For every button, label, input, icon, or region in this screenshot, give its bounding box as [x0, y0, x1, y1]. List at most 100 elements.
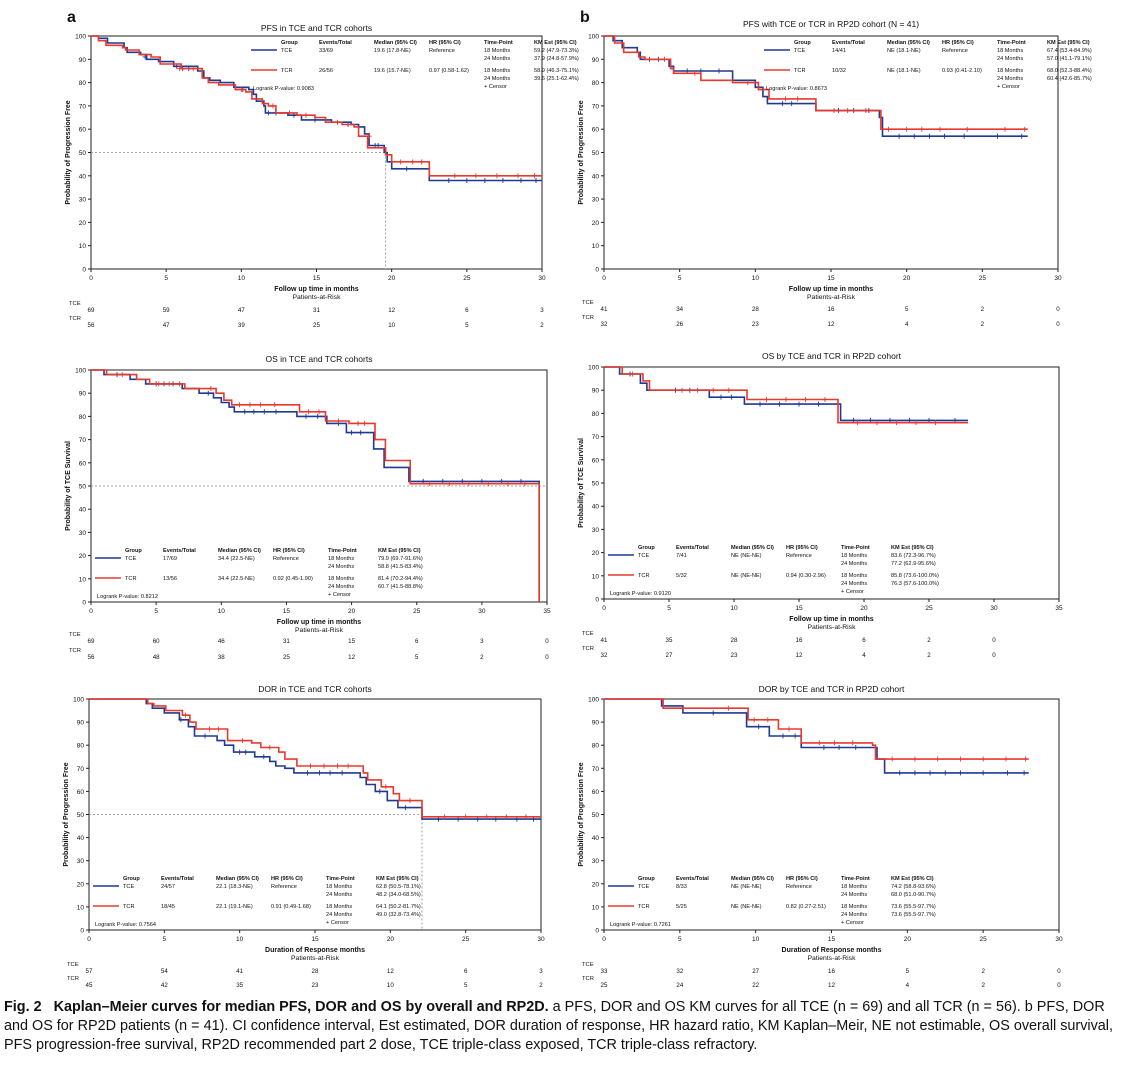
risk-count: 41	[601, 306, 608, 313]
censor-mark-tce	[178, 717, 184, 723]
legend-table: Group Events/Total Median (95% CI) HR (95% …	[251, 40, 579, 92]
legend-cell: 77.2 (62.9-95.6%)	[891, 561, 936, 567]
legend-header-cell: Median (95% CI)	[216, 876, 259, 882]
x-tick-label: 0	[602, 605, 606, 612]
x-axis-label: Follow up time in months	[789, 616, 873, 623]
x-tick-label: 25	[980, 936, 988, 943]
censor-mark-tcr	[207, 726, 213, 732]
y-tick-label: 50	[79, 484, 87, 491]
censor-mark-tce	[1021, 770, 1027, 776]
legend-header-cell: Median (95% CI)	[887, 40, 930, 46]
censor-mark-tcr	[692, 70, 698, 76]
y-tick-label: 80	[79, 80, 87, 87]
censor-mark-tcr	[407, 798, 413, 804]
legend-header-cell: Group	[794, 40, 811, 46]
km-curve-tcr	[91, 369, 540, 602]
censor-mark-tcr	[904, 126, 910, 132]
censor-mark-tce	[961, 133, 967, 139]
x-tick-label: 10	[752, 275, 760, 282]
x-tick-label: 5	[678, 275, 682, 282]
x-tick-label: 20	[388, 275, 396, 282]
legend-cell: 24 Months	[997, 76, 1023, 82]
legend-cell: 18 Months	[328, 576, 354, 582]
risk-count: 34	[676, 306, 683, 313]
risk-count: 56	[88, 322, 95, 329]
censor-mark-tce	[780, 733, 786, 739]
panel-letter-b: b	[580, 9, 590, 26]
y-tick-label: 10	[77, 904, 85, 911]
legend-cell: NE (NE-NE)	[731, 904, 762, 910]
risk-count: 5	[415, 654, 419, 661]
legend-cell: TCE	[125, 556, 136, 562]
legend-cell: NE (18.1-NE)	[887, 48, 921, 54]
censor-mark-tcr	[863, 108, 869, 114]
legend-header-cell: KM Est (95% CI)	[891, 876, 934, 882]
x-tick-label: 25	[979, 275, 987, 282]
legend-cell: 5/32	[676, 573, 687, 579]
risk-group-label-tce: TCE	[582, 631, 594, 637]
y-tick-label: 40	[77, 835, 85, 842]
legend-cell: 18 Months	[841, 573, 867, 579]
y-tick-label: 80	[592, 411, 600, 418]
censor-mark-tce	[446, 177, 452, 183]
legend-header-cell: Events/Total	[319, 40, 352, 46]
censor-mark-tcr	[316, 409, 322, 415]
x-tick-label: 0	[89, 608, 93, 615]
legend-cell: 19.6 (17.8-NE)	[374, 48, 411, 54]
chart-title: DOR by TCE and TCR in RP2D cohort	[759, 684, 905, 694]
legend-header-cell: Group	[638, 876, 655, 882]
censor-mark-tce	[339, 770, 345, 776]
censor-mark-tce	[957, 770, 963, 776]
risk-count: 35	[666, 637, 673, 644]
risk-count: 0	[1056, 321, 1060, 328]
censor-mark-tcr	[662, 56, 668, 62]
y-tick-label: 20	[592, 220, 600, 227]
risk-count: 6	[465, 307, 469, 314]
y-axis-label: Probability of TCE Survival	[65, 441, 72, 531]
legend-cell: TCR	[638, 573, 650, 579]
censor-mark-tce	[942, 133, 947, 139]
censor-mark-tcr	[177, 381, 183, 387]
risk-count: 60	[153, 638, 160, 645]
censor-mark-tcr	[695, 387, 701, 393]
x-axis-label: Follow up time in months	[274, 286, 358, 293]
risk-count: 12	[388, 307, 395, 314]
y-tick-label: 60	[77, 789, 85, 796]
risk-count: 48	[153, 654, 160, 661]
censor-mark-tce	[716, 68, 722, 74]
risk-table-title: Patients-at-Risk	[807, 294, 856, 301]
censor-mark-tce	[821, 745, 827, 751]
legend-cell: 81.4 (70.2-94.4%)	[378, 576, 423, 582]
censor-mark-tcr	[398, 159, 404, 165]
x-tick-label: 0	[602, 936, 606, 943]
legend-cell: TCE	[281, 48, 292, 54]
censor-mark-tcr	[726, 387, 732, 393]
censor-mark-tce	[482, 177, 488, 183]
risk-count: 0	[992, 652, 996, 659]
legend-cell: 83.6 (72.3-96.7%)	[891, 553, 936, 559]
y-tick-label: 90	[79, 57, 87, 64]
x-tick-label: 5	[163, 936, 167, 943]
legend-cell: 7/41	[676, 553, 687, 559]
y-tick-label: 30	[77, 858, 85, 865]
y-axis-label: Probability of Progression Free	[65, 100, 72, 204]
censor-mark-tcr	[321, 763, 327, 769]
legend-cell: 34.4 (22.5-NE)	[218, 556, 255, 562]
censor-mark-tcr	[247, 402, 253, 408]
censor-mark-tcr	[494, 173, 500, 179]
risk-count: 25	[313, 322, 320, 329]
figure-canvas: PFS in TCE and TCR cohorts01020304050607…	[63, 19, 1092, 989]
censor-mark-tcr	[786, 726, 792, 732]
y-tick-label: 20	[79, 220, 87, 227]
censor-mark-tcr	[765, 717, 771, 723]
censor-mark-tcr	[419, 159, 425, 165]
risk-table-title: Patients-at-Risk	[808, 624, 857, 631]
y-tick-label: 90	[592, 720, 600, 727]
plot-frame	[603, 366, 1060, 600]
legend-cell: 24/57	[161, 884, 175, 890]
censor-mark-tcr	[208, 386, 214, 392]
chart-a3: DOR in TCE and TCR cohorts01020304050607…	[63, 684, 545, 989]
risk-count: 3	[539, 968, 543, 975]
censor-mark-tcr	[845, 108, 851, 114]
risk-count: 0	[545, 654, 549, 661]
